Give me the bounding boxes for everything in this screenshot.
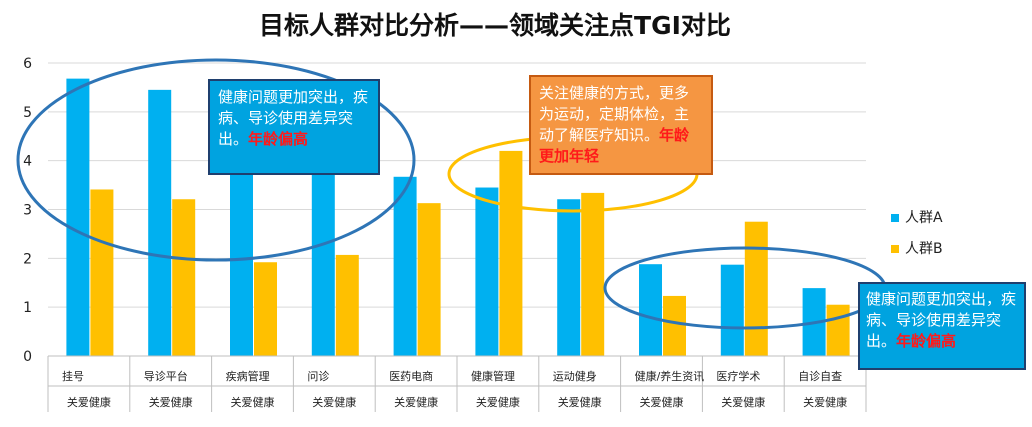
bar-series-b [581, 192, 605, 356]
y-tick-label: 0 [23, 349, 32, 365]
x-category-label: 问诊 [307, 369, 329, 383]
x-category-label: 健康/养生资讯 [635, 369, 705, 383]
x-category-label: 疾病管理 [226, 369, 270, 383]
legend-label-b: 人群B [905, 241, 943, 257]
annotation-highlight: 年龄偏高 [248, 130, 309, 148]
legend-swatch-b [891, 245, 899, 253]
annotation-highlight: 年龄偏高 [896, 332, 957, 350]
x-category-label: 运动健身 [553, 369, 597, 383]
legend-label-a: 人群A [905, 210, 943, 226]
annotation-box-younger: 关注健康的方式，更多为运动，定期体检，主动了解医疗知识。年龄更加年轻 [529, 75, 713, 175]
y-tick-label: 1 [23, 300, 32, 316]
x-group-label: 关爱健康 [394, 395, 438, 409]
bar-series-a [557, 199, 581, 356]
annotation-text: 健康问题更加突出，疾病、导诊使用差异突出。 [218, 88, 369, 148]
x-group-label: 关爱健康 [67, 395, 111, 409]
bar-series-b [90, 189, 114, 356]
x-category-label: 医疗学术 [716, 369, 760, 383]
bar-series-b [663, 295, 686, 356]
bar-series-a [311, 153, 335, 356]
bar-series-a [230, 153, 253, 356]
x-group-label: 关爱健康 [640, 395, 684, 409]
x-category-label: 自诊自查 [798, 369, 842, 383]
y-tick-label: 3 [23, 203, 32, 219]
x-group-label: 关爱健康 [558, 395, 602, 409]
x-group-label: 关爱健康 [149, 395, 193, 409]
highlight-ellipse-left [16, 58, 416, 262]
annotation-text: 健康问题更加突出，疾病、导诊使用差异突出。 [866, 290, 1017, 350]
y-tick-label: 2 [23, 251, 32, 267]
legend-swatch-a [891, 214, 899, 222]
bar-series-b [826, 304, 850, 356]
annotation-box-older: 健康问题更加突出，疾病、导诊使用差异突出。年龄偏高 [208, 79, 380, 175]
bar-series-a [720, 264, 744, 356]
x-category-label: 健康管理 [471, 369, 515, 383]
bar-series-b [744, 221, 768, 356]
x-category-label: 导诊平台 [144, 369, 188, 383]
annotation-highlight: 年龄更加年轻 [539, 126, 690, 165]
bar-series-b [335, 254, 359, 356]
bar-series-a [393, 176, 417, 356]
x-group-label: 关爱健康 [803, 395, 847, 409]
x-category-label: 挂号 [62, 369, 84, 383]
annotation-text: 关注健康的方式，更多为运动，定期体检，主动了解医疗知识。 [539, 84, 690, 144]
bar-series-b [254, 262, 277, 356]
bar-series-a [475, 187, 499, 356]
x-group-label: 关爱健康 [721, 395, 765, 409]
bar-series-a [639, 264, 662, 356]
x-group-label: 关爱健康 [312, 395, 356, 409]
x-category-label: 医药电商 [389, 369, 433, 383]
x-group-label: 关爱健康 [476, 395, 520, 409]
bar-series-b [417, 203, 441, 356]
y-tick-label: 5 [23, 105, 32, 121]
bar-series-b [172, 199, 196, 356]
y-tick-label: 4 [23, 154, 32, 170]
bar-series-a [66, 78, 90, 357]
annotation-box-right: 健康问题更加突出，疾病、导诊使用差异突出。年龄偏高 [858, 282, 1026, 370]
bar-series-b [499, 150, 523, 356]
y-tick-label: 6 [23, 56, 32, 72]
chart-title: 目标人群对比分析——领域关注点TGI对比 [259, 11, 731, 40]
x-group-label: 关爱健康 [231, 395, 275, 409]
bar-series-a [148, 89, 172, 356]
